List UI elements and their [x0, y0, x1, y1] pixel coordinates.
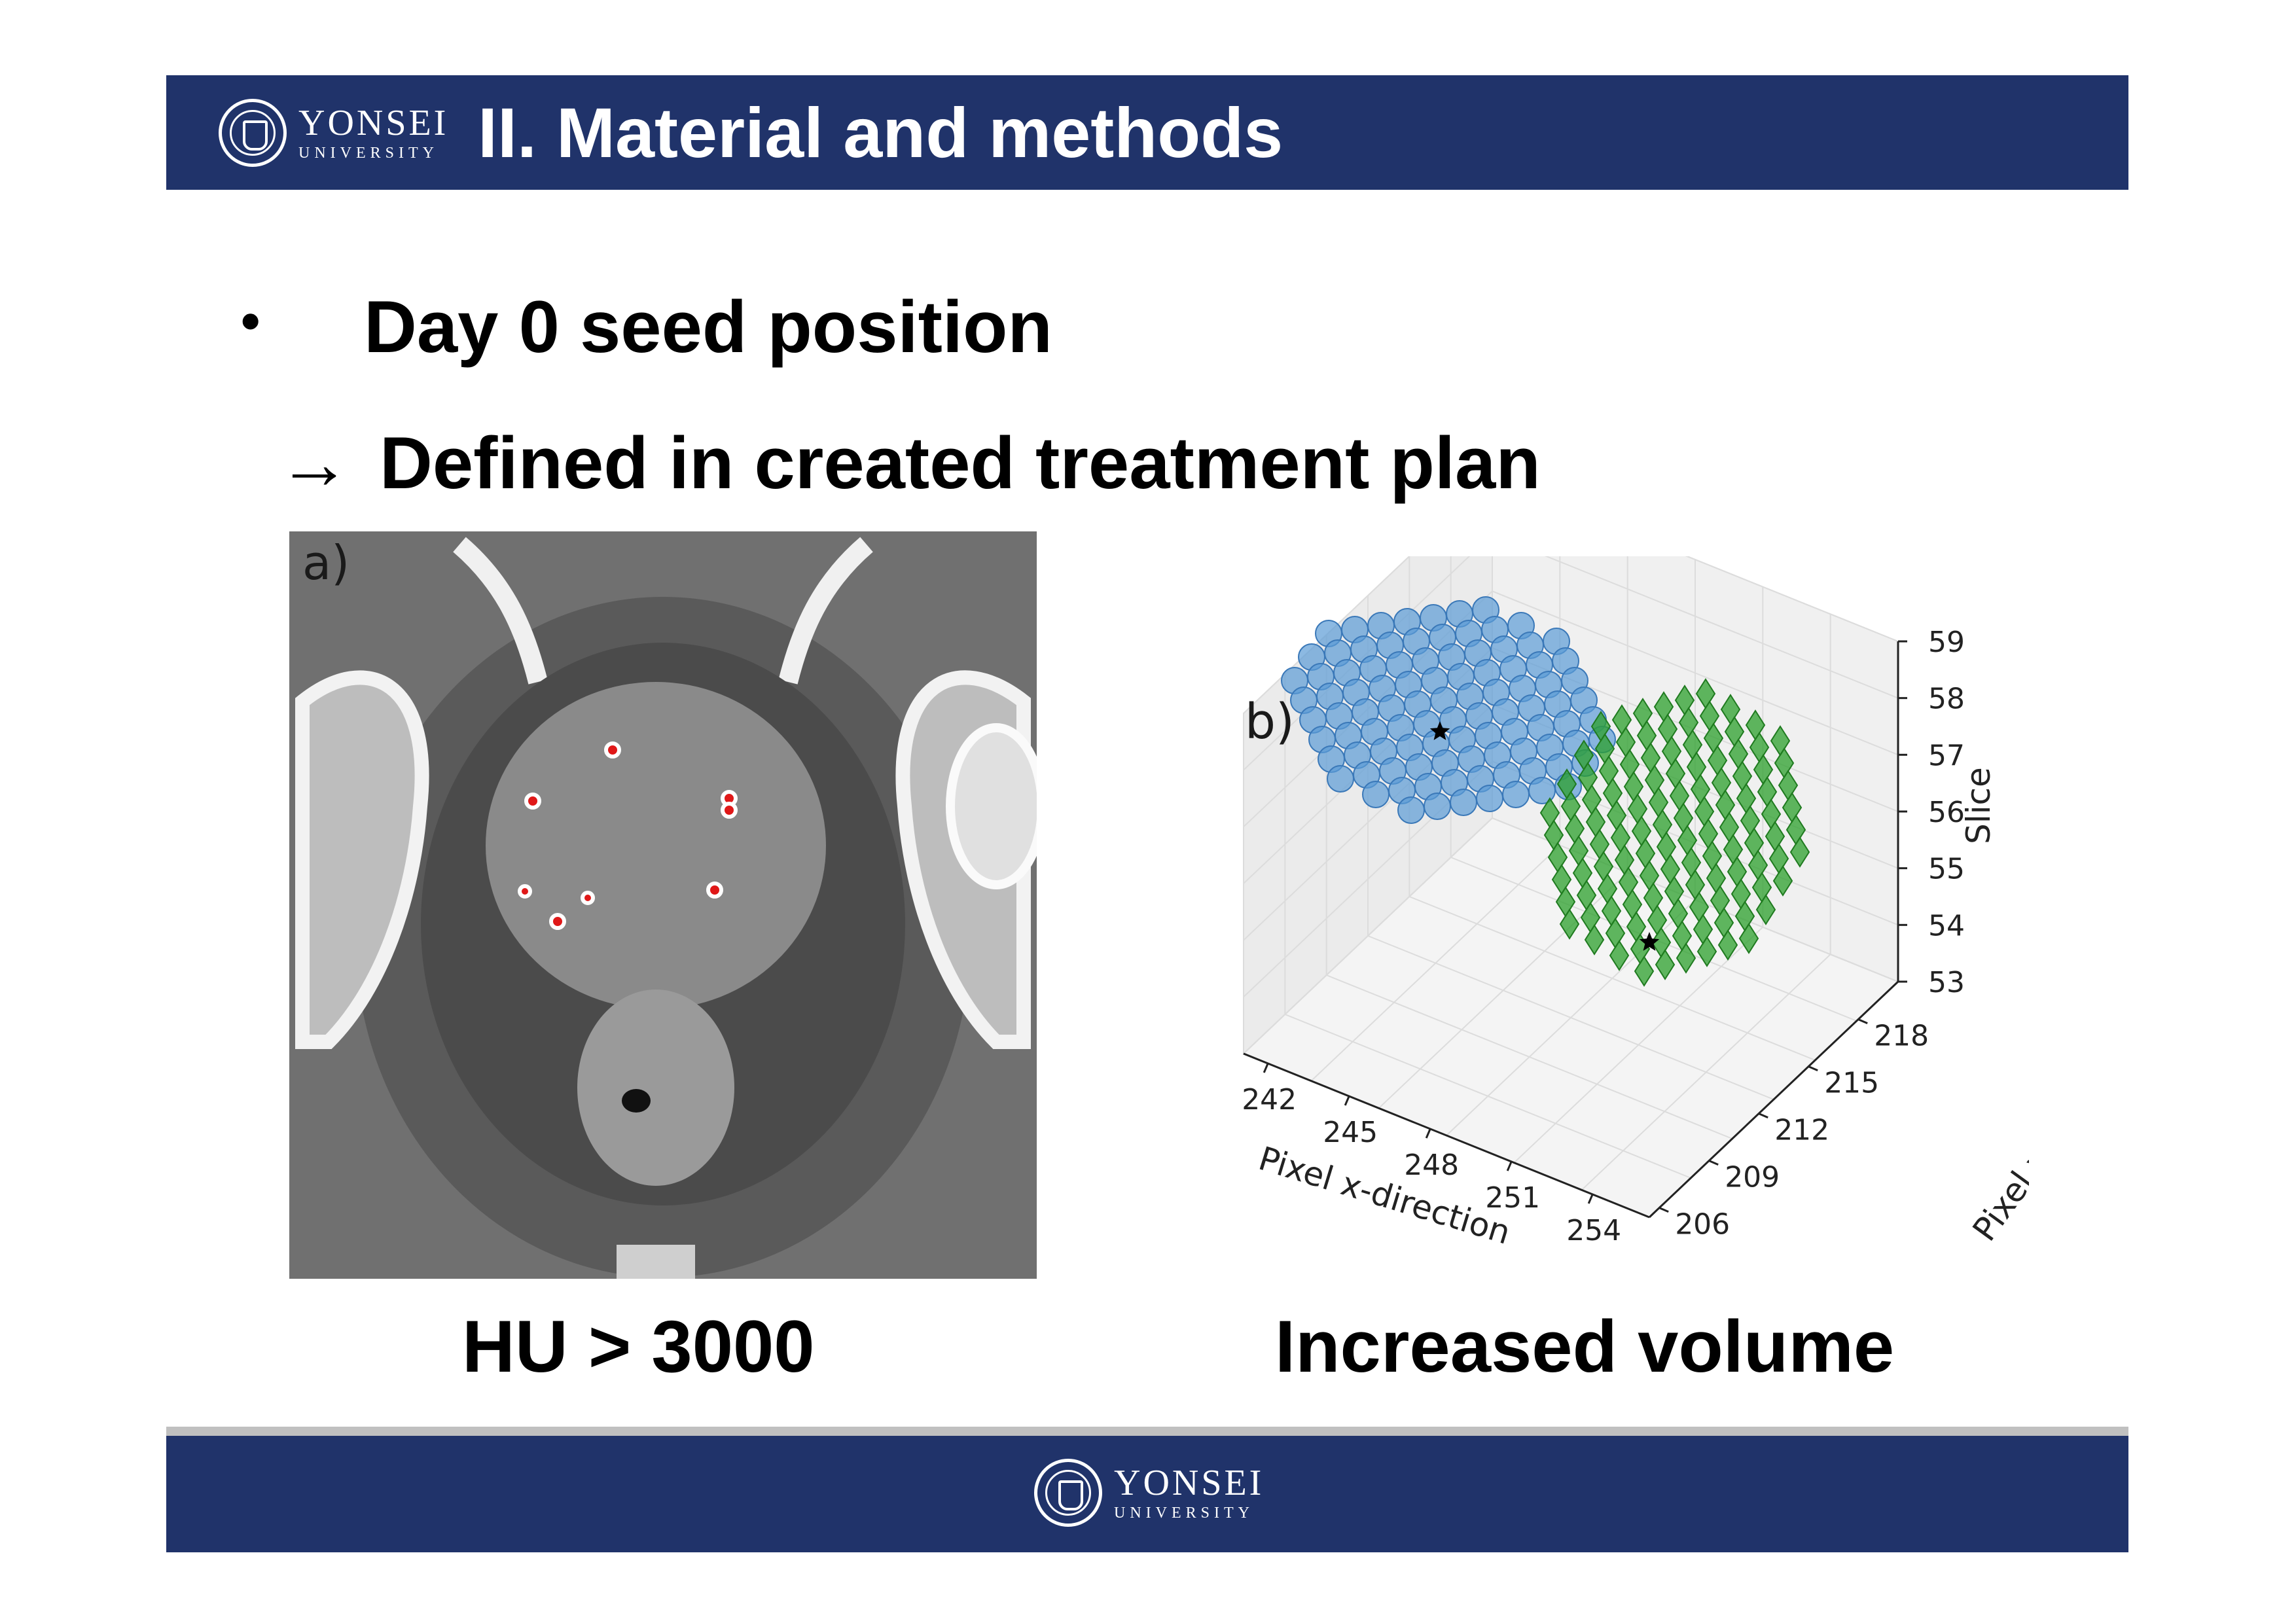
ct-scan-graphic [289, 531, 1037, 1279]
z-tick-label: 54 [1928, 909, 1965, 942]
x-axis-line [1243, 1052, 1650, 1219]
z-axis-label: Slice [1960, 767, 1998, 844]
figure-b-label: b) [1245, 694, 1295, 750]
grid-line [1492, 533, 1899, 699]
green-seed-point [1655, 949, 1676, 980]
yonsei-logo: YONSEI UNIVERSITY [219, 98, 448, 168]
figure-a-caption: HU > 3000 [462, 1306, 815, 1387]
x-axis-label: Pixel x-direction [1254, 1139, 1515, 1252]
green-seed-point [1676, 942, 1696, 974]
university-seal-icon [1034, 1459, 1102, 1527]
figure-a-label: a) [302, 535, 350, 590]
figure-b-caption: Increased volume [1275, 1306, 1895, 1387]
x-tick [1587, 1194, 1594, 1204]
y-tick-label: 209 [1725, 1161, 1780, 1194]
x-tick-label: 248 [1404, 1149, 1459, 1182]
blue-seed-point [1327, 765, 1354, 793]
ct-scan-image: a) [289, 531, 1037, 1279]
blue-seed-point [1476, 785, 1503, 812]
yonsei-footer-logo: YONSEI UNIVERSITY [1034, 1458, 1264, 1527]
y-tick [1659, 1207, 1669, 1213]
x-tick [1263, 1063, 1269, 1073]
page-title: II. Material and methods [478, 93, 1283, 172]
y-tick-label: 215 [1824, 1067, 1879, 1100]
university-seal-icon [219, 99, 287, 167]
z-tick-label: 53 [1928, 966, 1965, 999]
scatter-3d-graphic: 242 245 248 251 254 206 209 212 215 218 53 54 55 56 57… [1242, 476, 2149, 1252]
x-tick [1506, 1161, 1513, 1171]
x-tick-label: 245 [1323, 1116, 1378, 1149]
y-tick-label: 218 [1874, 1020, 1929, 1053]
blue-seed-point [1397, 796, 1425, 824]
green-seed-point [1609, 940, 1630, 971]
z-tick-label: 56 [1928, 796, 1965, 829]
x-tick-label: 251 [1485, 1181, 1540, 1215]
x-tick [1344, 1096, 1350, 1106]
x-tick-label: 254 [1566, 1214, 1621, 1247]
green-seed-point [1738, 923, 1759, 954]
green-seed-point [1789, 836, 1810, 868]
green-centroid-star [1639, 932, 1660, 951]
footer-logo-name: YONSEI [1114, 1463, 1265, 1503]
y-tick-label: 212 [1774, 1114, 1829, 1147]
footer-logo-sub: UNIVERSITY [1114, 1505, 1254, 1522]
y-axis-label: Pixel y-direction [1965, 1015, 2029, 1248]
x-tick-label: 242 [1242, 1083, 1297, 1116]
y-tick [1758, 1113, 1768, 1118]
blue-seed-point [1424, 793, 1451, 820]
logo-name: YONSEI [298, 103, 449, 143]
green-seed-point [1584, 924, 1605, 955]
x-tick [1425, 1128, 1431, 1139]
y-tick-label: 206 [1675, 1208, 1730, 1241]
footer-divider [166, 1427, 2128, 1436]
blue-seed-point [1502, 781, 1530, 808]
blue-centroid-star [1429, 721, 1450, 740]
green-seed-point [1634, 955, 1655, 987]
bullet-marker: • [241, 290, 260, 351]
z-tick-label: 59 [1928, 626, 1965, 659]
green-seed-point [1696, 936, 1717, 967]
green-seed-point [1755, 894, 1776, 925]
green-seed-point [1772, 865, 1793, 897]
bullet-text: Day 0 seed position [364, 286, 1052, 368]
z-tick-label: 55 [1928, 853, 1965, 886]
sub-bullet-text: Defined in created treatment plan [380, 422, 1541, 504]
logo-sub: UNIVERSITY [298, 145, 439, 162]
y-tick [1708, 1160, 1719, 1166]
z-tick-label: 58 [1928, 683, 1965, 716]
arrow-icon: → [278, 422, 351, 504]
header-bar: YONSEI UNIVERSITY II. Material and metho… [166, 75, 2128, 190]
blue-seed-point [1362, 781, 1390, 808]
y-axis-line [1648, 980, 1899, 1219]
green-seed-point [1559, 908, 1580, 940]
blue-seed-point [1450, 789, 1477, 816]
footer-bar: YONSEI UNIVERSITY [166, 1436, 2128, 1552]
z-tick-label: 57 [1928, 739, 1965, 772]
y-tick [1808, 1065, 1818, 1071]
scatter-3d-plot: 242 245 248 251 254 206 209 212 215 218 53 54 55 56 57… [1230, 476, 2149, 1276]
y-tick [1857, 1018, 1868, 1024]
green-seed-point [1717, 929, 1738, 961]
